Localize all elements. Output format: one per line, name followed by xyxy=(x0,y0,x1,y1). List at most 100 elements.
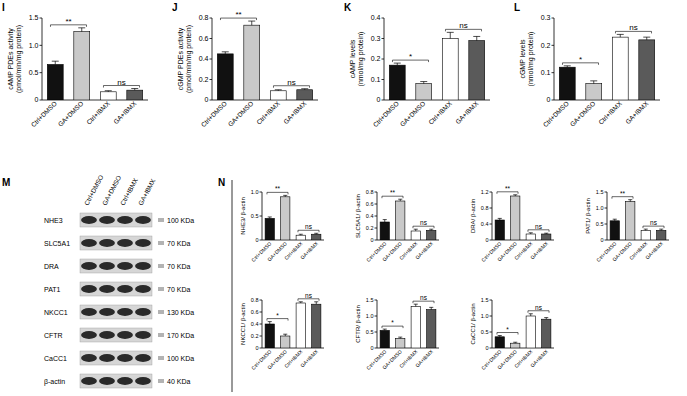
marker-tick xyxy=(158,311,164,313)
y-tick-label: 0.4 xyxy=(199,55,209,62)
bar xyxy=(244,25,260,100)
bar xyxy=(270,91,286,100)
error-bar xyxy=(248,21,255,25)
x-tick-label: GA+IBMX xyxy=(414,348,435,369)
y-axis-label: NHE3/ β-actin xyxy=(240,197,246,234)
significance-bracket xyxy=(528,230,549,232)
error-bar xyxy=(78,28,85,32)
y-tick-label: 0.3 xyxy=(541,14,551,21)
marks xyxy=(265,302,321,348)
error-bar xyxy=(659,229,663,230)
y-axis xyxy=(42,18,43,100)
blot-strip xyxy=(80,282,152,296)
y-tick xyxy=(375,192,378,193)
bar xyxy=(100,92,116,100)
error-bar xyxy=(544,233,548,235)
error-bar xyxy=(275,90,282,91)
error-bar xyxy=(383,329,387,330)
divider xyxy=(232,180,233,392)
bar xyxy=(416,84,432,100)
marker-tick xyxy=(158,288,164,290)
error-bar xyxy=(544,318,548,320)
bar xyxy=(389,65,405,100)
bar xyxy=(657,230,666,240)
size-label: 40 KDa xyxy=(167,378,190,385)
error-bar xyxy=(513,342,517,344)
error-bar xyxy=(473,36,480,40)
y-tick-label: 1.5 xyxy=(596,189,604,195)
x-tick-label: GA+DMSO xyxy=(226,100,254,128)
y-axis xyxy=(377,300,378,348)
y-tick-label: 0.5 xyxy=(251,213,259,219)
x-tick-label: GA+IBMX xyxy=(282,99,308,125)
y-tick xyxy=(552,18,555,19)
y-tick-label: 0.1 xyxy=(541,69,551,76)
y-tick-label: 0.2 xyxy=(366,225,374,231)
y-tick-label: 0 xyxy=(377,96,381,103)
significance-label: * xyxy=(409,52,412,61)
y-tick-label: 1.5 xyxy=(366,297,374,303)
error-bar xyxy=(314,233,318,235)
error-bar xyxy=(414,304,418,306)
blot-band xyxy=(117,308,133,316)
x-tick-label: Ctrl+IBMX xyxy=(597,99,623,125)
significance-label: ** xyxy=(390,189,396,196)
panel-label: M xyxy=(2,177,10,188)
significance-label: ** xyxy=(620,190,626,197)
y-tick xyxy=(260,324,263,325)
blot-band xyxy=(99,262,115,270)
marks xyxy=(380,199,436,240)
bar-chart: JcGMP PDEs activity(pmol/min/mg protein)… xyxy=(172,2,318,128)
significance-label: * xyxy=(391,319,394,326)
y-tick-label: 0 xyxy=(485,237,488,243)
marks xyxy=(559,34,654,100)
y-tick-label: 0.5 xyxy=(596,221,604,227)
y-tick-label: 1.0 xyxy=(481,313,489,319)
bar xyxy=(74,32,90,100)
blot-strip xyxy=(80,351,152,365)
significance-label: * xyxy=(579,55,582,64)
panel-label: I xyxy=(2,2,5,13)
error-bar xyxy=(529,314,533,316)
bar xyxy=(265,324,274,348)
y-tick-label: 0.2 xyxy=(371,55,381,62)
x-tick-label: GA+IBMX xyxy=(624,99,650,125)
blot-band xyxy=(99,285,115,293)
y-axis-label: cAMP levels xyxy=(349,39,356,78)
error-bar xyxy=(529,233,533,234)
size-label: 100 KDa xyxy=(167,355,194,362)
significance-label: * xyxy=(506,326,509,333)
bar-chart: PAT1/ β-actin00.51.01.5Ctrl+DMSOGA+DMSOC… xyxy=(585,189,669,263)
significance-label: ns xyxy=(420,294,428,301)
size-label: 70 KDa xyxy=(167,240,190,247)
blot-band xyxy=(99,354,115,362)
bar xyxy=(312,234,321,240)
marks xyxy=(380,304,436,348)
bar xyxy=(281,197,290,240)
bar xyxy=(559,67,575,100)
y-tick xyxy=(375,240,378,241)
marks xyxy=(610,200,666,240)
y-tick-label: 0 xyxy=(255,237,258,243)
bar xyxy=(265,218,274,240)
error-bar xyxy=(398,337,402,338)
marks xyxy=(47,28,142,100)
blot-strip xyxy=(80,305,152,319)
y-tick xyxy=(40,18,43,19)
blot-band xyxy=(117,262,133,270)
row-label: SLC5A1 xyxy=(44,240,70,247)
bar xyxy=(586,84,602,100)
blot-band xyxy=(117,331,133,339)
y-tick-label: 0.4 xyxy=(371,14,381,21)
y-tick-label: 0.4 xyxy=(481,221,489,227)
y-axis-label: cGMP levels xyxy=(519,39,526,79)
panel-label: L xyxy=(514,2,520,13)
blot-band xyxy=(117,354,133,362)
y-tick-label: 0.3 xyxy=(371,35,381,42)
y-tick-label: 0.4 xyxy=(251,321,259,327)
y-axis-label: (pmol/min/mg protein) xyxy=(15,25,23,93)
bar xyxy=(542,234,551,240)
blot-strip xyxy=(80,328,152,342)
y-axis-label: PAT1/ β-actin xyxy=(585,198,591,234)
y-axis-label: (nmol/mg protein) xyxy=(527,32,535,87)
